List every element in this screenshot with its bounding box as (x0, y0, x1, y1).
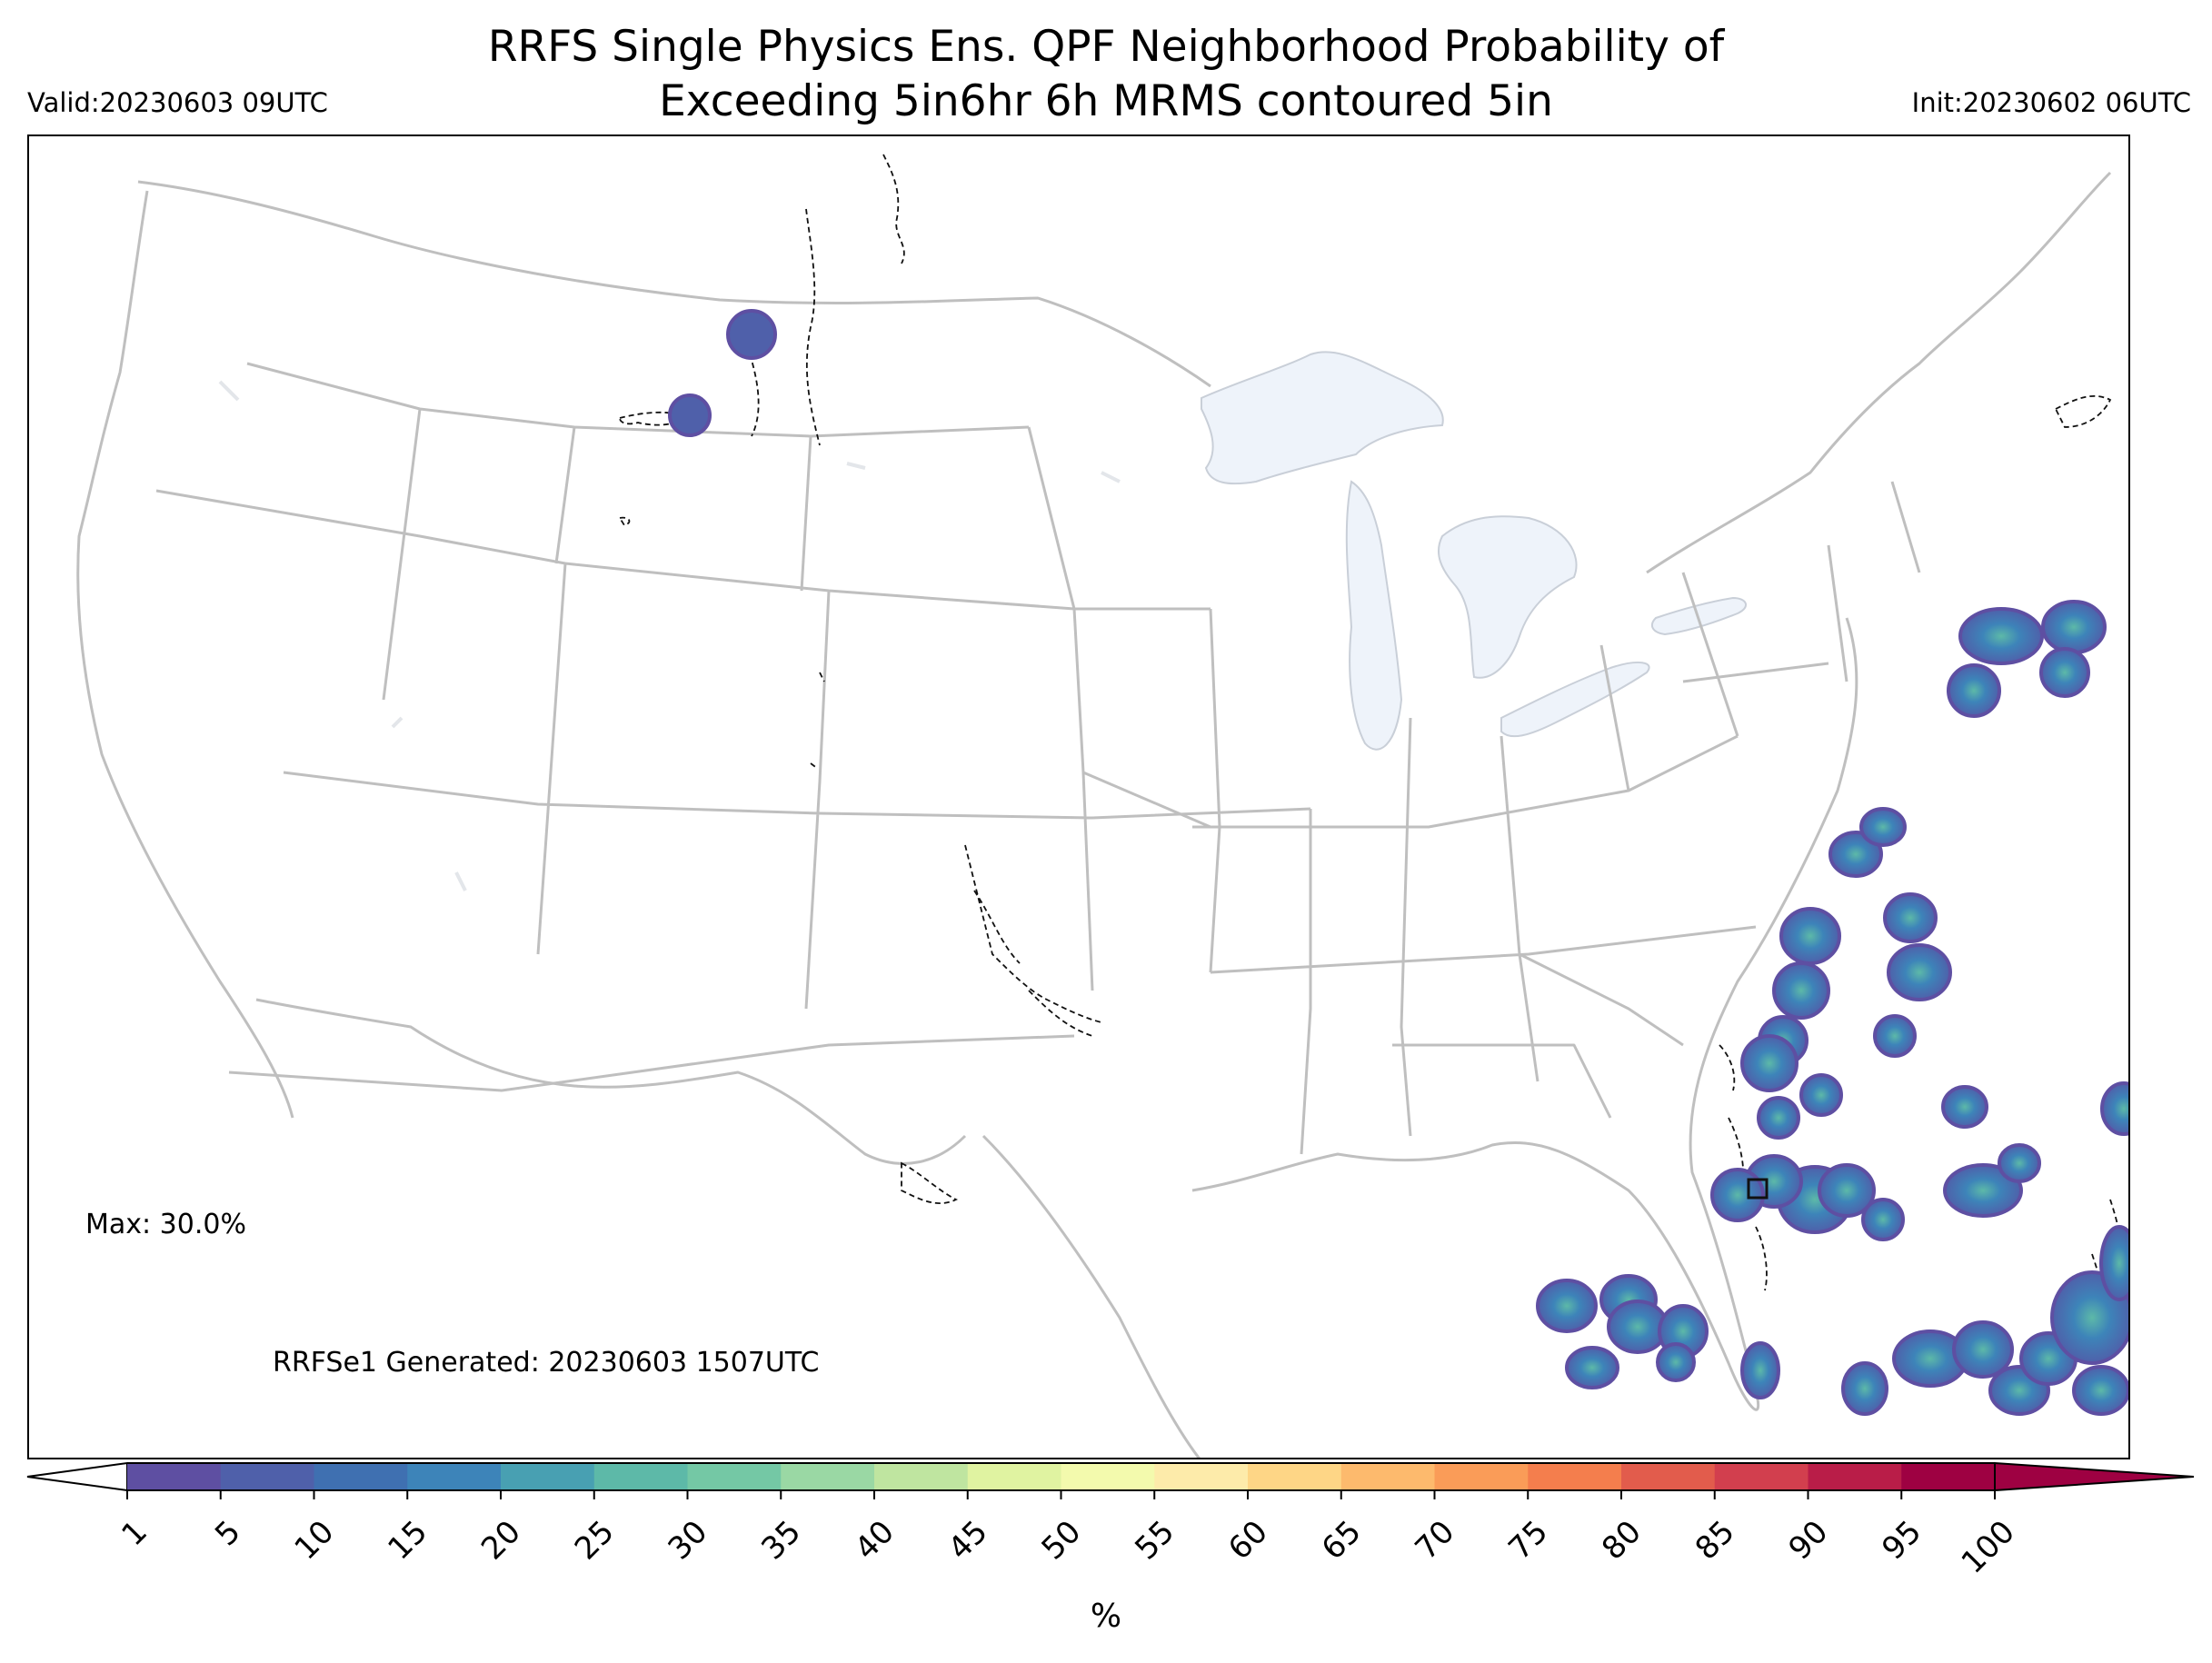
blob-cluster-gulf (1536, 1274, 1780, 1399)
contour-maritimes (2054, 395, 2112, 428)
map-panel (27, 134, 2130, 1459)
colorbar-tick-label: 35 (754, 1514, 808, 1568)
max-location-marker (1747, 1178, 1769, 1200)
state-lines (155, 362, 1921, 1155)
max-value-label: Max: 30.0% (85, 1209, 246, 1240)
colorbar-tick-label: 50 (1035, 1514, 1089, 1568)
colorbar-tick-label: 30 (662, 1514, 715, 1568)
lake-michigan (1345, 480, 1403, 751)
colorbar-segment (314, 1463, 408, 1490)
title-line-2: Exceeding 5in6hr 6h MRMS contoured 5in (659, 76, 1553, 126)
colorbar-segment (1154, 1463, 1249, 1490)
colorbar-tick-label: 95 (1875, 1514, 1928, 1568)
generated-label: RRFSe1 Generated: 20230603 1507UTC (273, 1347, 820, 1379)
colorbar-segment (1528, 1463, 1622, 1490)
colorbar-unit-label: % (1090, 1598, 1122, 1635)
gulf-atlantic-coast (981, 617, 1858, 1458)
colorbar-segment (1248, 1463, 1342, 1490)
colorbar-tick-label: 70 (1409, 1514, 1462, 1568)
colorbar-segment (593, 1463, 688, 1490)
blob-montana-1 (726, 309, 777, 360)
colorbar-tick-label: 85 (1689, 1514, 1742, 1568)
colorbar-segment (1714, 1463, 1808, 1490)
colorbar-over-extension (1994, 1461, 2195, 1492)
colorbar-tick-label: 25 (568, 1514, 622, 1568)
blob-cluster-atlantic-mid (1947, 600, 2107, 718)
blob-cluster-florida-georgia (1710, 1081, 2128, 1241)
colorbar-segment (874, 1463, 969, 1490)
small-lakes (218, 380, 1121, 891)
colorbar-segment (1901, 1463, 1996, 1490)
valid-time-label: Valid:20230603 09UTC (27, 87, 328, 118)
colorbar-segment (687, 1463, 782, 1490)
colorbar-segment (501, 1463, 595, 1490)
colorbar-segment (967, 1463, 1061, 1490)
colorbar-under-extension (26, 1461, 128, 1492)
colorbar-tick-label: 10 (288, 1514, 342, 1568)
pacific-coast (76, 190, 294, 1119)
colorbar-ticks: 1 5 10 15 20 25 30 35 40 45 50 55 60 65 70 75 80 85 90 95 10… (115, 1490, 2022, 1581)
colorbar-segment (1061, 1463, 1155, 1490)
colorbar-segment (407, 1463, 502, 1490)
colorbar-segments (26, 1461, 2195, 1492)
state-boundaries (76, 171, 2112, 1458)
colorbar-tick-label: 40 (848, 1514, 902, 1568)
colorbar-segment (220, 1463, 314, 1490)
blob-montana-2 (668, 393, 712, 437)
contour-texas-central (901, 1161, 959, 1204)
colorbar-segment (1434, 1463, 1529, 1490)
lake-erie (1500, 662, 1650, 738)
colorbar-tick-label: 75 (1501, 1514, 1555, 1568)
colorbar-segment (781, 1463, 875, 1490)
colorbar-tick-label: 20 (474, 1514, 528, 1568)
colorbar-tick-label: 45 (942, 1514, 995, 1568)
blob-cluster-caribbean (1841, 1225, 2128, 1416)
blob-cluster-carolinas (1740, 807, 1952, 1140)
colorbar-tick-label: 65 (1315, 1514, 1369, 1568)
colorbar-tick-label: 100 (1955, 1514, 2022, 1581)
northeast-border (1646, 171, 2112, 574)
contour-colorado (810, 672, 825, 770)
map-canvas (76, 154, 2128, 1458)
contour-montana-west (619, 411, 685, 426)
lake-superior (1201, 351, 1444, 485)
contour-oklahoma-texas (964, 844, 1102, 1037)
probability-blobs (668, 309, 2128, 1416)
init-time-label: Init:20230602 06UTC (1911, 87, 2191, 118)
colorbar-tick-label: 5 (208, 1514, 248, 1554)
colorbar-segment (1621, 1463, 1716, 1490)
colorbar-tick-label: 55 (1128, 1514, 1181, 1568)
colorbar-tick-label: 90 (1782, 1514, 1836, 1568)
title-line-1: RRFS Single Physics Ens. QPF Neighborhoo… (487, 22, 1725, 72)
mexico-border (255, 998, 967, 1165)
colorbar-segment (1340, 1463, 1435, 1490)
colorbar-segment (127, 1463, 222, 1490)
lake-huron (1438, 515, 1578, 679)
colorbar-tick-label: 15 (381, 1514, 434, 1568)
contour-wyoming (618, 516, 631, 527)
great-lakes (1201, 351, 1747, 751)
colorbar-tick-label: 1 (115, 1514, 154, 1554)
colorbar-tick-label: 80 (1595, 1514, 1649, 1568)
us-canada-border (137, 180, 1211, 388)
colorbar-tick-label: 60 (1221, 1514, 1275, 1568)
chart-title: RRFS Single Physics Ens. QPF Neighborhoo… (0, 20, 2212, 129)
colorbar-segment (1808, 1463, 1902, 1490)
